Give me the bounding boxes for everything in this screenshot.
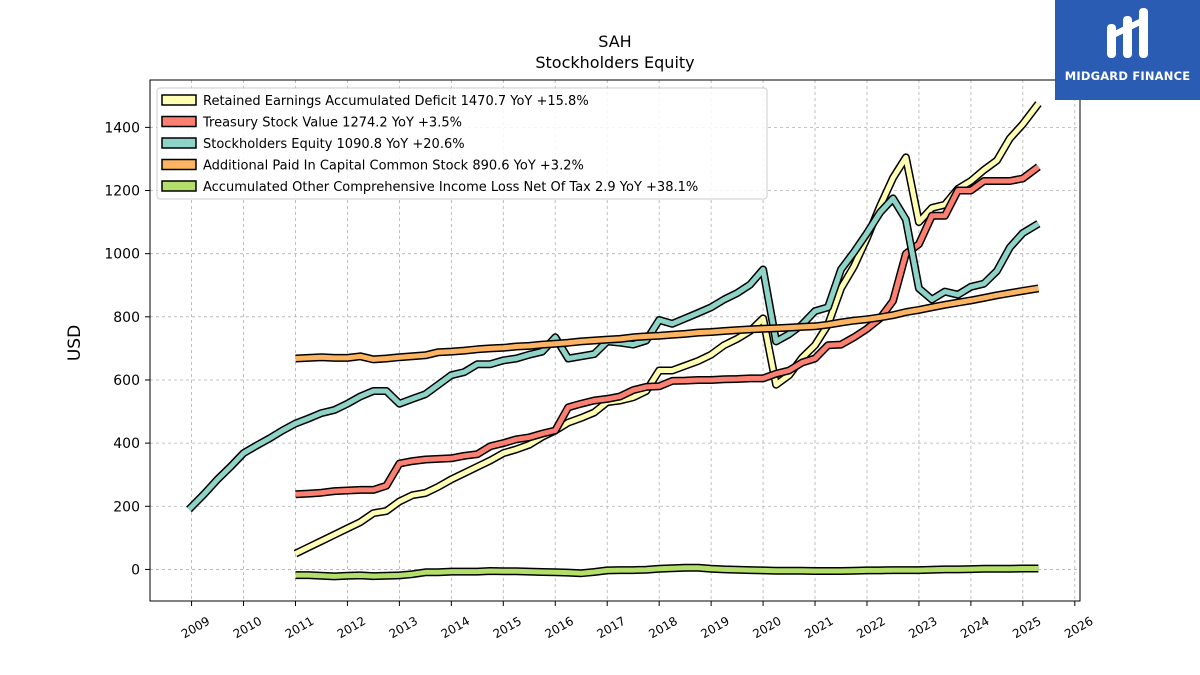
series-line-3: [295, 285, 1039, 362]
y-tick-label: 1400: [104, 120, 140, 136]
midgard-finance-logo: MIDGARD FINANCE: [1055, 0, 1200, 100]
x-tick-label: 2009: [179, 614, 212, 641]
x-tick-label: 2022: [854, 614, 887, 641]
x-tick-label: 2015: [491, 614, 524, 641]
x-tick-label: 2026: [1062, 614, 1095, 641]
x-tick-label: 2017: [594, 614, 627, 641]
midgard-m-logo-icon: [1107, 8, 1148, 58]
legend-swatch: [161, 180, 197, 192]
x-tick-label: 2013: [387, 614, 420, 641]
y-tick-label: 1200: [104, 184, 140, 200]
legend-entry: Accumulated Other Comprehensive Income L…: [203, 180, 698, 195]
y-tick-label: 0: [131, 562, 140, 578]
x-tick-label: 2018: [646, 614, 679, 641]
legend-entry: Additional Paid In Capital Common Stock …: [203, 159, 584, 174]
series-line-0: [294, 102, 1041, 556]
y-tick-label: 200: [113, 499, 140, 515]
chart-title: SAH: [598, 32, 632, 51]
chart-subtitle: Stockholders Equity: [535, 53, 695, 72]
x-tick-label: 2024: [958, 614, 991, 641]
y-tick-label: 600: [113, 373, 140, 389]
legend-entry: Stockholders Equity 1090.8 YoY +20.6%: [203, 137, 465, 152]
x-tick-label: 2019: [698, 614, 731, 641]
legend-swatch: [161, 158, 197, 171]
series-line-4: [295, 565, 1039, 579]
x-tick-label: 2011: [283, 614, 316, 641]
x-tick-label: 2010: [231, 614, 264, 641]
legend-box: [156, 87, 768, 200]
legend-entry: Treasury Stock Value 1274.2 YoY +3.5%: [202, 116, 462, 131]
x-tick-label: 2020: [750, 614, 783, 641]
legend-swatch: [161, 137, 197, 149]
y-tick-label: 400: [113, 436, 140, 452]
x-tick-label: 2016: [543, 614, 576, 641]
x-tick-label: 2012: [335, 614, 368, 641]
x-tick-label: 2014: [439, 614, 472, 641]
legend-swatch: [161, 115, 197, 128]
x-tick-label: 2023: [906, 614, 939, 641]
legend-entry: Retained Earnings Accumulated Deficit 14…: [203, 94, 589, 109]
logo-text: MIDGARD FINANCE: [1064, 69, 1191, 83]
plot-frame: [149, 79, 1081, 602]
x-tick-label: 2025: [1010, 614, 1043, 641]
x-tick-label: 2021: [802, 614, 835, 641]
y-tick-label: 800: [113, 310, 140, 326]
y-tick-label: 1000: [104, 247, 140, 263]
series-lines: [186, 101, 1042, 581]
y-axis-label: USD: [65, 325, 85, 361]
legend-swatch: [161, 94, 197, 106]
legend: Retained Earnings Accumulated Deficit 14…: [156, 87, 768, 200]
